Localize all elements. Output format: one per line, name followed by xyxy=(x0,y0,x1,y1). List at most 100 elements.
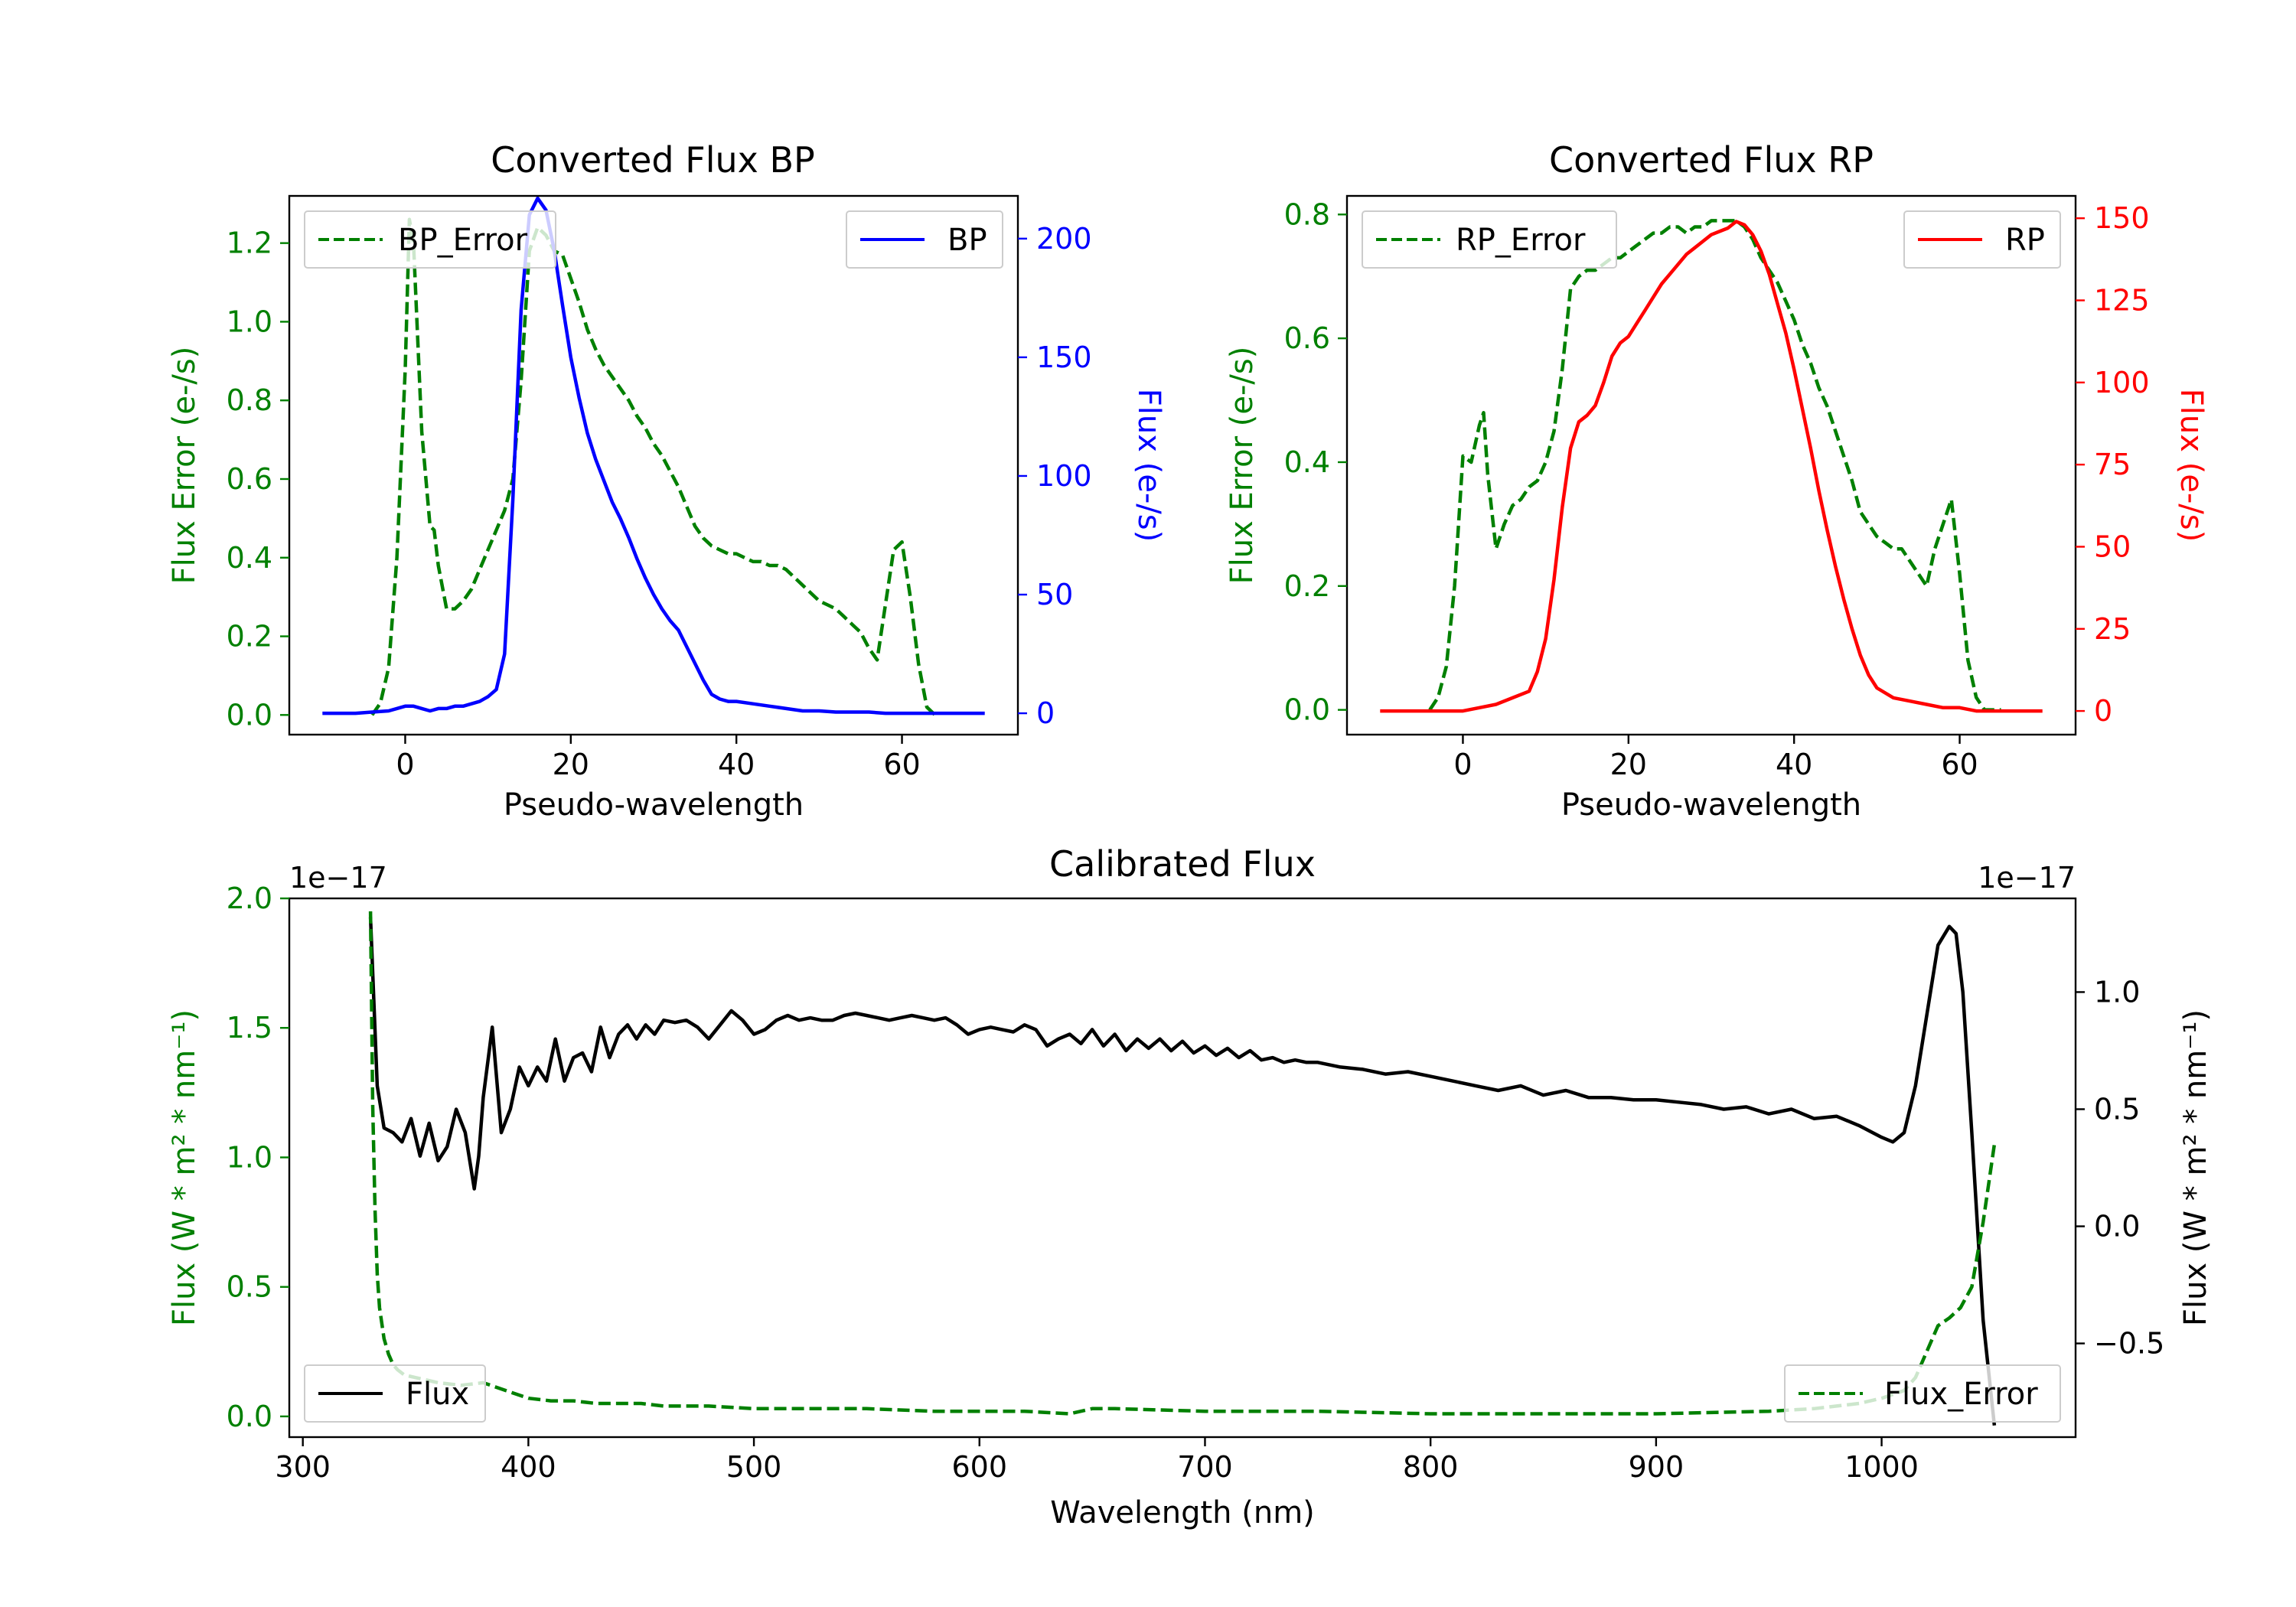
calibrated-right-axis-label: Flux (W * m² * nm⁻¹) xyxy=(2178,1009,2213,1326)
bp-legend-left-label: BP_Error xyxy=(398,223,528,258)
rp-legend-left: RP_Error xyxy=(1362,210,1617,269)
calibrated-panel: Calibrated Flux 300 400 500 600 700 800 900 100… xyxy=(167,843,2213,1530)
calibrated-left-tick-label: 1.0 xyxy=(227,1140,272,1174)
rp-legend-right: RP xyxy=(1903,210,2061,269)
bp-right-ticks: 0 50 100 150 200 xyxy=(1018,222,1092,730)
rp-left-tick-label: 0.4 xyxy=(1284,445,1330,479)
rp-right-tick-label: 50 xyxy=(2094,530,2131,563)
calibrated-axes-frame xyxy=(288,897,2077,1439)
rp-right-tick-label: 75 xyxy=(2094,448,2131,481)
calibrated-series-flux-line xyxy=(368,917,1997,1426)
rp-left-ticks: 0.0 0.2 0.4 0.6 0.8 xyxy=(1284,197,1347,727)
calibrated-left-offset-text: 1e−17 xyxy=(289,861,387,895)
bp-left-tick-label: 1.0 xyxy=(227,305,272,338)
calibrated-x-tick-label: 800 xyxy=(1403,1450,1459,1484)
rp-right-axis-label: Flux (e-/s) xyxy=(2174,389,2209,542)
rp-legend-right-label: RP xyxy=(2005,223,2045,258)
rp-right-ticks: 0 25 50 75 100 125 150 xyxy=(2076,201,2150,728)
rp-x-axis-label: Pseudo-wavelength xyxy=(1561,787,1861,823)
calibrated-right-tick-label: 0.5 xyxy=(2094,1092,2140,1126)
bp-left-tick-label: 0.2 xyxy=(227,620,272,654)
rp-left-tick-label: 0.6 xyxy=(1284,321,1330,355)
calibrated-legend-right-box xyxy=(1784,1364,2061,1423)
bp-left-ticks: 0.0 0.2 0.4 0.6 0.8 1.0 1.2 xyxy=(227,227,289,732)
calibrated-right-tick-label: 0.0 xyxy=(2094,1210,2140,1244)
calibrated-x-tick-label: 500 xyxy=(726,1450,782,1484)
bp-title: Converted Flux BP xyxy=(491,139,815,181)
calibrated-x-ticks: 300 400 500 600 700 800 900 1000 xyxy=(275,1437,1919,1484)
calibrated-right-tick-label: 1.0 xyxy=(2094,975,2140,1009)
bp-series-bp-line xyxy=(322,196,985,715)
rp-right-tick-label: 0 xyxy=(2094,694,2112,728)
bp-left-axis-label: Flux Error (e-/s) xyxy=(167,347,202,585)
bp-x-tick-label: 20 xyxy=(553,748,589,781)
calibrated-title: Calibrated Flux xyxy=(1049,843,1316,885)
calibrated-left-tick-label: 0.5 xyxy=(227,1270,272,1304)
bp-plot-layer xyxy=(322,196,985,716)
rp-right-tick-label: 125 xyxy=(2094,284,2150,318)
calibrated-x-tick-label: 300 xyxy=(275,1450,331,1484)
rp-series-rp-line xyxy=(1380,220,2043,713)
bp-right-tick-label: 0 xyxy=(1036,696,1055,730)
bp-legend-left-box xyxy=(304,210,556,269)
calibrated-right-offset-text: 1e−17 xyxy=(1978,861,2076,895)
rp-x-tick-label: 20 xyxy=(1610,748,1647,781)
rp-title: Converted Flux RP xyxy=(1549,139,1874,181)
rp-legend-left-box xyxy=(1362,210,1617,269)
bp-left-tick-label: 0.8 xyxy=(227,383,272,417)
bp-x-tick-label: 0 xyxy=(396,748,414,781)
rp-x-ticks: 0 20 40 60 xyxy=(1453,735,1978,781)
rp-left-axis-label: Flux Error (e-/s) xyxy=(1225,347,1260,585)
bp-left-tick-label: 0.6 xyxy=(227,462,272,496)
bp-left-tick-label: 1.2 xyxy=(227,227,272,260)
calibrated-x-tick-label: 600 xyxy=(952,1450,1008,1484)
calibrated-left-axis-label: Flux (W * m² * nm⁻¹) xyxy=(167,1009,202,1326)
calibrated-right-ticks: −0.5 0.0 0.5 1.0 xyxy=(2076,975,2164,1361)
calibrated-legend-left-label: Flux xyxy=(406,1377,469,1412)
calibrated-legend-right: Flux_Error xyxy=(1784,1364,2061,1423)
calibrated-legend-left: Flux xyxy=(304,1364,486,1423)
rp-x-tick-label: 0 xyxy=(1453,748,1472,781)
bp-x-ticks: 0 20 40 60 xyxy=(396,735,921,781)
calibrated-legend-left-box xyxy=(304,1364,486,1423)
bp-left-tick-label: 0.4 xyxy=(227,541,272,575)
rp-left-tick-label: 0.0 xyxy=(1284,693,1330,727)
calibrated-left-tick-label: 0.0 xyxy=(227,1400,272,1433)
calibrated-left-tick-label: 1.5 xyxy=(227,1011,272,1045)
bp-right-tick-label: 100 xyxy=(1036,459,1092,493)
calibrated-x-tick-label: 900 xyxy=(1629,1450,1684,1484)
calibrated-x-tick-label: 400 xyxy=(501,1450,556,1484)
bp-right-tick-label: 150 xyxy=(1036,341,1092,374)
bp-right-tick-label: 200 xyxy=(1036,222,1092,256)
bp-axes-frame xyxy=(288,194,1019,736)
rp-left-tick-label: 0.8 xyxy=(1284,197,1330,231)
calibrated-x-axis-label: Wavelength (nm) xyxy=(1050,1495,1315,1530)
rp-right-tick-label: 100 xyxy=(2094,366,2150,399)
bp-series-bp-error-line xyxy=(370,217,937,716)
calibrated-left-tick-label: 2.0 xyxy=(227,882,272,915)
bp-legend-left: BP_Error xyxy=(304,210,556,269)
rp-right-tick-label: 25 xyxy=(2094,612,2131,646)
bp-panel: Converted Flux BP 0 20 40 60 0.00.20.40.60.… xyxy=(167,139,1166,823)
calibrated-right-tick-label: −0.5 xyxy=(2094,1327,2164,1361)
bp-left-tick-label: 0.0 xyxy=(227,698,272,732)
rp-right-tick-label: 150 xyxy=(2094,201,2150,235)
rp-panel: Converted Flux RP 0 20 40 60 0.00.20.40.60.… xyxy=(1225,139,2209,823)
calibrated-x-tick-label: 700 xyxy=(1177,1450,1233,1484)
bp-right-axis-label: Flux (e-/s) xyxy=(1131,389,1166,542)
bp-right-tick-label: 50 xyxy=(1036,578,1073,611)
rp-plot-layer xyxy=(1380,219,2043,713)
rp-left-tick-label: 0.2 xyxy=(1284,569,1330,603)
bp-legend-right: BP xyxy=(846,210,1003,269)
bp-x-tick-label: 40 xyxy=(718,748,755,781)
calibrated-legend-right-label: Flux_Error xyxy=(1884,1377,2038,1412)
bp-x-axis-label: Pseudo-wavelength xyxy=(504,787,804,823)
bp-legend-right-label: BP xyxy=(947,223,987,258)
calibrated-x-tick-label: 1000 xyxy=(1844,1450,1919,1484)
rp-legend-left-label: RP_Error xyxy=(1456,223,1586,258)
calibrated-left-ticks: 0.0 0.5 1.0 1.5 2.0 xyxy=(227,882,289,1433)
bp-x-tick-label: 60 xyxy=(883,748,920,781)
rp-x-tick-label: 40 xyxy=(1776,748,1812,781)
rp-x-tick-label: 60 xyxy=(1941,748,1978,781)
